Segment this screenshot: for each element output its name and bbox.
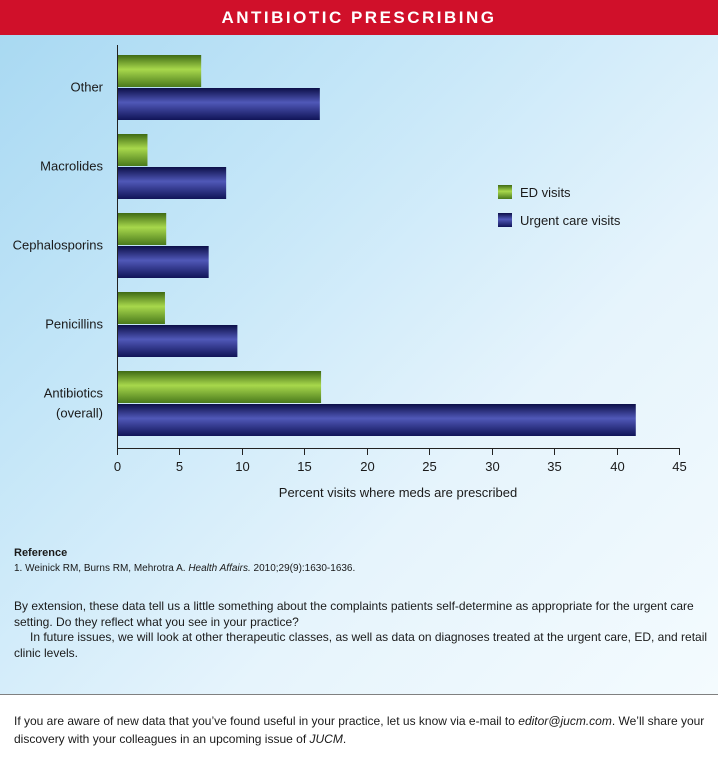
x-axis-label: Percent visits where meds are prescribed — [279, 485, 517, 500]
footer-text-3: . — [342, 732, 347, 746]
reference-heading: Reference — [14, 547, 68, 559]
footer-note: If you are aware of new data that you’ve… — [14, 712, 708, 748]
legend-swatch-urgent — [498, 213, 512, 227]
bar-ed — [117, 213, 167, 245]
footer-text-2: . We’ll share your discovery with your c… — [14, 714, 705, 746]
legend-label-urgent: Urgent care visits — [520, 213, 621, 228]
category-label: Penicillins — [45, 317, 103, 332]
x-tick-label: 15 — [297, 459, 311, 474]
divider — [0, 694, 718, 695]
x-tick-label: 10 — [235, 459, 249, 474]
footer-email-link[interactable]: editor@jucm.com — [518, 714, 612, 728]
x-tick-label: 35 — [547, 459, 561, 474]
x-tick-label: 0 — [114, 459, 121, 474]
citation-details: 2010;29(9):1630-1636. — [250, 563, 356, 574]
bar-urgent — [117, 167, 227, 199]
legend: ED visits Urgent care visits — [498, 185, 621, 228]
citation-journal: Health Affairs. — [188, 563, 251, 574]
body-paragraph-1: By extension, these data tell us a littl… — [14, 599, 694, 629]
category-label: Macrolides — [40, 159, 103, 174]
bar-urgent — [117, 88, 320, 120]
body-text: By extension, these data tell us a littl… — [14, 599, 708, 661]
bar-ed — [117, 371, 322, 403]
category-label: Other — [70, 80, 103, 95]
page-title: ANTIBIOTIC PRESCRIBING — [0, 0, 718, 35]
reference-citation: 1. Weinick RM, Burns RM, Mehrotra A. Hea… — [14, 563, 355, 574]
bar-urgent — [117, 246, 209, 278]
body-paragraph-2: In future issues, we will look at other … — [14, 630, 708, 660]
footer-journal: JUCM — [309, 732, 343, 746]
bar-ed — [117, 55, 202, 87]
x-tick-label: 40 — [610, 459, 624, 474]
bar-urgent — [117, 325, 238, 357]
x-tick-label: 5 — [176, 459, 183, 474]
legend-swatch-ed — [498, 185, 512, 199]
x-tick-label: 25 — [422, 459, 436, 474]
footer-text-1: If you are aware of new data that you’ve… — [14, 714, 519, 728]
x-tick-label: 20 — [360, 459, 374, 474]
citation-authors: 1. Weinick RM, Burns RM, Mehrotra A. — [14, 563, 189, 574]
category-label: Cephalosporins — [13, 238, 104, 253]
bar-ed — [117, 134, 148, 166]
bar-chart: Other Macrolides Cephalosporins Penicillins… — [13, 45, 687, 500]
x-tick-label: 45 — [672, 459, 686, 474]
chart-panel: Other Macrolides Cephalosporins Penicillins… — [0, 35, 718, 694]
category-label: Antibiotics (overall) — [44, 386, 104, 421]
legend-label-ed: ED visits — [520, 185, 571, 200]
bar-ed — [117, 292, 165, 324]
bar-urgent — [117, 404, 636, 436]
x-tick-label: 30 — [485, 459, 499, 474]
